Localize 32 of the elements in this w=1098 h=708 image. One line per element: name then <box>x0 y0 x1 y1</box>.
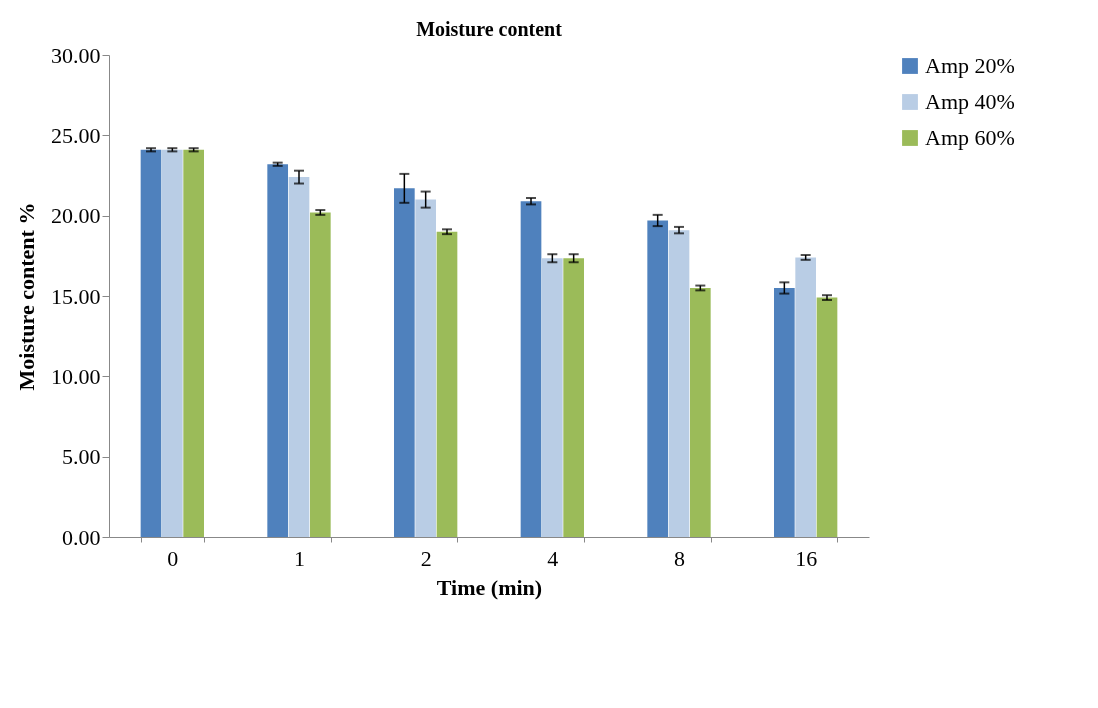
bar <box>415 199 437 537</box>
x-tick-label: 2 <box>420 545 432 571</box>
bar <box>647 220 669 537</box>
legend-label: Amp 40% <box>925 89 1015 114</box>
y-tick-label: 15.00 <box>51 283 101 309</box>
bar <box>140 149 162 537</box>
x-tick-label: 1 <box>294 545 305 571</box>
x-tick-label: 4 <box>547 545 559 571</box>
bar <box>267 164 289 537</box>
y-tick-label: 25.00 <box>51 122 101 148</box>
y-axis-title: Moisture content % <box>14 202 39 391</box>
y-tick-label: 10.00 <box>51 363 101 389</box>
x-tick-label: 8 <box>674 545 685 571</box>
y-tick-label: 20.00 <box>51 203 101 229</box>
legend-label: Amp 20% <box>925 53 1015 78</box>
x-axis-title: Time (min) <box>436 574 543 600</box>
bar <box>161 149 183 537</box>
x-tick-label: 16 <box>795 545 818 571</box>
y-tick-label: 0.00 <box>62 524 101 550</box>
bar <box>436 231 458 537</box>
bar <box>668 230 690 537</box>
y-tick-label: 30.00 <box>51 42 101 68</box>
bar <box>394 188 415 537</box>
bar <box>288 177 310 537</box>
x-tick-label: 0 <box>167 545 179 571</box>
bar <box>520 201 542 537</box>
y-tick-label: 5.00 <box>62 444 101 470</box>
chart-title: Moisture content <box>416 18 563 40</box>
bar <box>816 297 838 537</box>
bar <box>183 149 204 537</box>
legend-label: Amp 60% <box>925 125 1015 150</box>
bar <box>774 287 795 537</box>
